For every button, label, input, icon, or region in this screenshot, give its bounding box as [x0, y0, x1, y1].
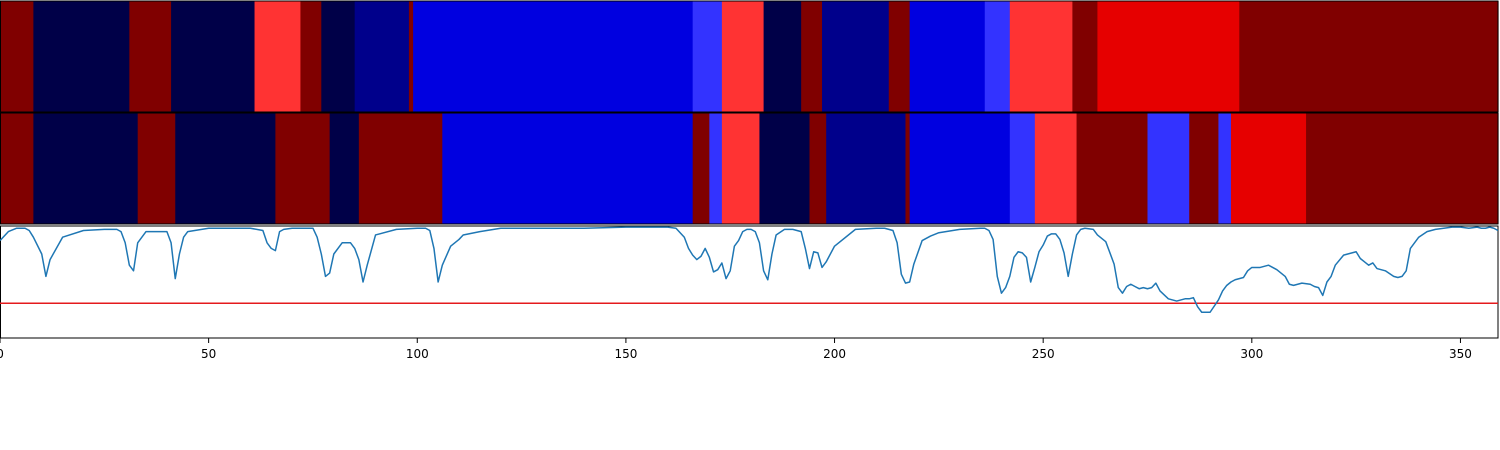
segment-bar: [1009, 113, 1036, 224]
segment-bar: [1306, 113, 1499, 224]
segment-bar: [1239, 1, 1499, 112]
segment-bar: [822, 1, 890, 112]
x-tick-label: 250: [1032, 347, 1055, 361]
segment-bar: [1097, 1, 1240, 112]
segment-bar: [1218, 113, 1232, 224]
segment-bar: [137, 113, 176, 224]
x-tick-label: 350: [1449, 347, 1472, 361]
segment-bar: [826, 113, 907, 224]
segment-bar: [692, 113, 710, 224]
x-tick-label: 200: [823, 347, 846, 361]
heatmap-row-frame: [0, 112, 1499, 225]
segment-bar: [759, 113, 811, 224]
segment-bar: [300, 1, 322, 112]
score-line: [0, 226, 1499, 313]
segment-bar: [354, 1, 410, 112]
segment-bar: [408, 1, 414, 112]
segment-bar: [129, 1, 172, 112]
segment-bar: [171, 1, 256, 112]
x-tick-label: 50: [201, 347, 216, 361]
segment-bar: [984, 1, 1011, 112]
segment-bar: [442, 113, 694, 224]
segment-bar: [33, 113, 139, 224]
segment-bar: [801, 1, 823, 112]
segment-bar: [888, 1, 911, 112]
segment-bar: [709, 113, 723, 224]
x-tick-label: 100: [406, 347, 429, 361]
segment-bar: [33, 1, 130, 112]
segment-bar: [809, 113, 827, 224]
x-tick-label: 0: [0, 347, 4, 361]
segment-bar: [909, 113, 1011, 224]
segment-bar: [1072, 1, 1099, 112]
segment-bar: [0, 113, 34, 224]
segment-bar: [692, 1, 723, 112]
x-axis: 0 50 100 150 200 250 300 350: [0, 338, 1472, 361]
segment-bar: [358, 113, 443, 224]
segment-bar: [329, 113, 360, 224]
segment-bar: [321, 1, 356, 112]
segment-bar: [1034, 113, 1078, 224]
segment-bar: [275, 113, 331, 224]
heatmap-row-frame: [0, 0, 1499, 113]
segment-bar: [413, 1, 694, 112]
segment-bar: [254, 1, 302, 112]
line-panel-frame: [0, 225, 1499, 339]
segment-bar: [721, 1, 765, 112]
segment-bar: [1076, 113, 1149, 224]
segment-bar: [721, 113, 761, 224]
segment-bar: [905, 113, 911, 224]
segment-bar: [175, 113, 276, 224]
segment-bar: [1189, 113, 1220, 224]
chart-panels: [0, 0, 1499, 339]
segment-bar: [763, 1, 802, 112]
segment-bar: [1147, 113, 1190, 224]
segment-bar: [0, 1, 34, 112]
x-tick-label: 150: [614, 347, 637, 361]
x-tick-label: 300: [1240, 347, 1263, 361]
segment-bar: [909, 1, 986, 112]
segment-bar: [1009, 1, 1073, 112]
segment-bar: [1230, 113, 1307, 224]
